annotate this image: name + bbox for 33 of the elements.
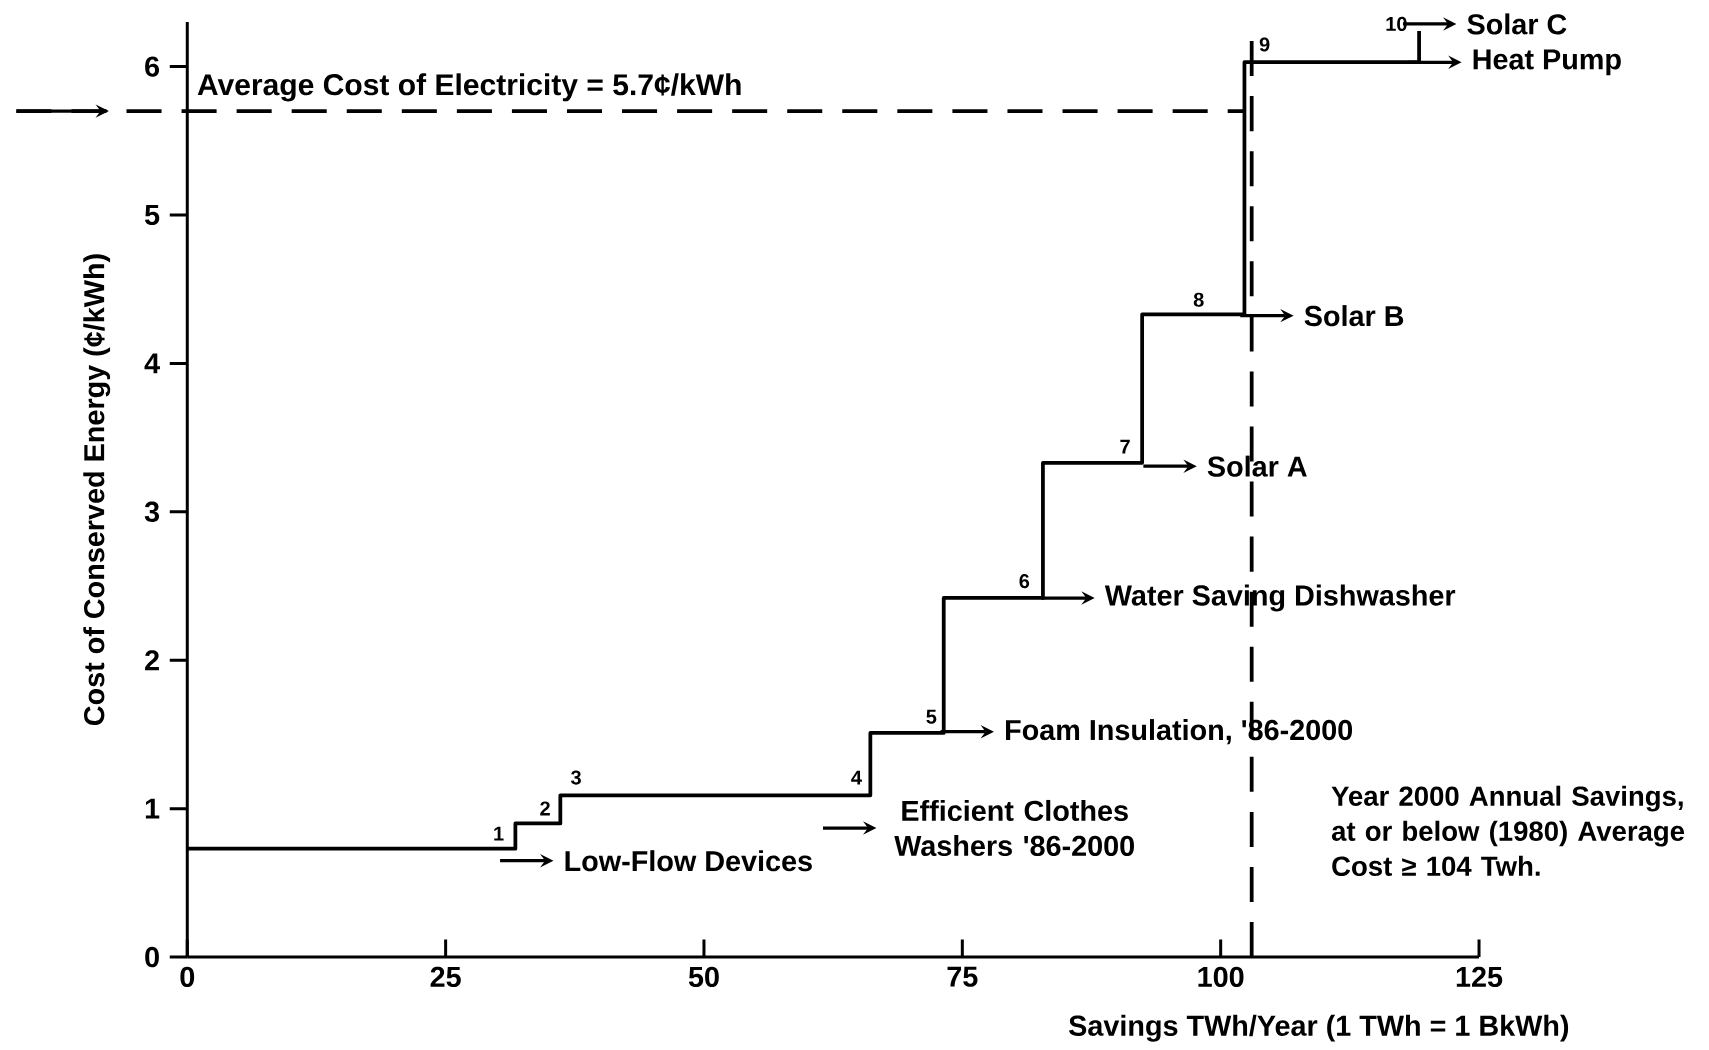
y-tick-label: 2 xyxy=(145,650,159,671)
y-tick-label: 1 xyxy=(145,798,160,819)
annotation: 7 xyxy=(1120,439,1130,454)
annotation: Efficient Clothes Washers '86-2000 xyxy=(894,799,1134,856)
annotation: 3 xyxy=(570,770,581,785)
y-tick-label: 5 xyxy=(144,204,160,225)
annotation: Solar A xyxy=(1207,455,1307,477)
x-tick-label: 125 xyxy=(1456,966,1503,987)
annotation: Solar C xyxy=(1467,13,1567,35)
y-tick-label: 3 xyxy=(144,501,160,522)
y-tick-label: 6 xyxy=(145,56,160,77)
x-tick-label: 50 xyxy=(688,966,719,987)
x-tick-label: 100 xyxy=(1198,966,1244,987)
annotation: Solar B xyxy=(1304,304,1404,327)
annotation: 4 xyxy=(851,770,862,785)
ref-line-label: Average Cost of Electricity = 5.7¢/kWh xyxy=(197,73,741,102)
y-axis-title: Cost of Conserved Energy (¢/kWh) xyxy=(83,254,111,725)
y-tick-label: 0 xyxy=(145,946,159,968)
annotation: Heat Pump xyxy=(1473,49,1621,75)
annotation: 10 xyxy=(1386,16,1407,31)
annotation: 6 xyxy=(1019,573,1030,589)
annotation: 8 xyxy=(1193,292,1204,307)
x-tick-label: 0 xyxy=(180,966,195,987)
annotation: 1 xyxy=(494,826,504,841)
annotation: 5 xyxy=(926,709,937,724)
x-tick-label: 25 xyxy=(430,966,461,987)
annotation: 9 xyxy=(1259,37,1270,52)
x-axis-title: Savings TWh/Year (1 TWh = 1 BkWh) xyxy=(1069,1014,1569,1042)
annotation: Year 2000 Annual Savings, at or below (1980) Average Cost ≥ 104 Twh. xyxy=(1331,785,1685,876)
annotation: Low-Flow Devices xyxy=(565,850,812,872)
y-tick-label: 4 xyxy=(144,353,160,374)
x-tick-label: 75 xyxy=(947,966,978,987)
annotation: 2 xyxy=(540,801,550,816)
